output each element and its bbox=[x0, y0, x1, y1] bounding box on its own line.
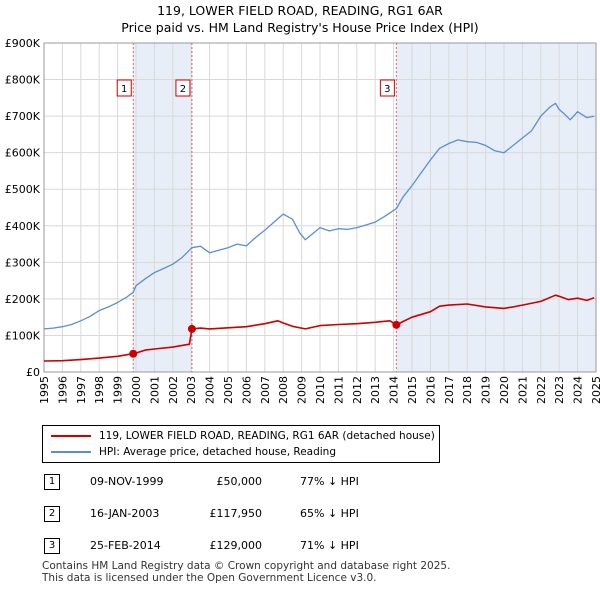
sale-hpi-diff: 71% ↓ HPI bbox=[300, 539, 359, 552]
x-tick-label: 2014 bbox=[388, 376, 401, 404]
footer-licence: This data is licensed under the Open Gov… bbox=[42, 572, 377, 584]
x-tick-label: 2004 bbox=[204, 376, 217, 404]
y-tick-label: £300K bbox=[5, 256, 41, 269]
x-tick-label: 2021 bbox=[516, 376, 529, 404]
sale-price: £129,000 bbox=[209, 539, 263, 552]
y-tick-label: £900K bbox=[5, 37, 41, 50]
x-tick-label: 2010 bbox=[314, 376, 327, 404]
series-line-property bbox=[43, 294, 595, 362]
x-tick-label: 2003 bbox=[185, 376, 198, 404]
sale-point bbox=[129, 349, 138, 358]
footer-copyright: Contains HM Land Registry data © Crown c… bbox=[42, 560, 451, 572]
sale-label-text: 1 bbox=[121, 84, 127, 95]
legend-item-hpi: HPI: Average price, detached house, Read… bbox=[51, 444, 336, 460]
legend: 119, LOWER FIELD ROAD, READING, RG1 6AR … bbox=[42, 425, 440, 463]
x-tick-label: 2020 bbox=[498, 376, 511, 404]
sale-label-frame bbox=[175, 79, 191, 97]
y-tick-label: £600K bbox=[5, 147, 41, 160]
sale-row: 3 25-FEB-2014 £129,000 71% ↓ HPI bbox=[42, 536, 462, 556]
x-tick-label: 1997 bbox=[75, 376, 88, 404]
sale-row: 2 16-JAN-2003 £117,950 65% ↓ HPI bbox=[42, 504, 462, 524]
plot-frame bbox=[43, 42, 597, 373]
sale-hpi-diff: 65% ↓ HPI bbox=[300, 507, 359, 520]
x-tick-label: 2024 bbox=[572, 376, 585, 404]
sale-date: 09-NOV-1999 bbox=[90, 475, 164, 488]
x-tick-label: 2017 bbox=[443, 376, 456, 404]
x-tick-label: 2012 bbox=[351, 376, 364, 404]
x-tick-label: 2025 bbox=[590, 376, 600, 404]
sale-point bbox=[187, 324, 196, 333]
y-tick-label: £500K bbox=[5, 183, 41, 196]
x-tick-label: 2009 bbox=[296, 376, 309, 404]
x-tick-label: 2001 bbox=[148, 376, 161, 404]
sale-price: £50,000 bbox=[216, 475, 263, 488]
x-tick-label: 2005 bbox=[222, 376, 235, 404]
y-tick-label: £400K bbox=[5, 220, 41, 233]
x-tick-label: 2018 bbox=[461, 376, 474, 404]
x-tick-label: 2007 bbox=[259, 376, 272, 404]
series-line-hpi bbox=[43, 102, 595, 330]
x-tick-label: 1995 bbox=[38, 376, 51, 404]
y-tick-label: £0 bbox=[26, 366, 40, 379]
x-tick-label: 2006 bbox=[240, 376, 253, 404]
y-tick-label: £200K bbox=[5, 293, 41, 306]
x-tick-label: 2013 bbox=[369, 376, 382, 404]
y-tick-label: £700K bbox=[5, 110, 41, 123]
sale-label-frame bbox=[116, 79, 132, 97]
x-tick-label: 2000 bbox=[130, 376, 143, 404]
sale-label-text: 3 bbox=[384, 84, 390, 95]
shaded-period bbox=[396, 43, 596, 372]
y-tick-label: £800K bbox=[5, 74, 41, 87]
sale-label-box: 2 bbox=[175, 79, 191, 97]
x-tick-label: 2008 bbox=[277, 376, 290, 404]
x-tick-label: 2023 bbox=[553, 376, 566, 404]
sale-point bbox=[392, 320, 401, 329]
x-tick-label: 2022 bbox=[535, 376, 548, 404]
x-tick-label: 2015 bbox=[406, 376, 419, 404]
sale-date: 16-JAN-2003 bbox=[90, 507, 160, 520]
x-tick-label: 1998 bbox=[93, 376, 106, 404]
sale-date: 25-FEB-2014 bbox=[90, 539, 161, 552]
chart-subtitle: Price paid vs. HM Land Registry's House … bbox=[121, 20, 479, 35]
sale-price: £117,950 bbox=[209, 507, 263, 520]
legend-label-hpi: HPI: Average price, detached house, Read… bbox=[99, 446, 336, 458]
shaded-period bbox=[133, 43, 192, 372]
y-tick-label: £100K bbox=[5, 329, 41, 342]
sale-label-frame bbox=[379, 79, 395, 97]
chart-title: 119, LOWER FIELD ROAD, READING, RG1 6AR bbox=[157, 3, 443, 18]
sale-hpi-diff: 77% ↓ HPI bbox=[300, 475, 359, 488]
x-tick-label: 2016 bbox=[424, 376, 437, 404]
x-tick-label: 1999 bbox=[112, 376, 125, 404]
legend-swatch-property bbox=[51, 435, 91, 437]
x-tick-label: 2002 bbox=[167, 376, 180, 404]
price-chart: 1 2 3 £0 £100K £200K £300K £400K £500K £600K £700K… bbox=[5, 37, 600, 404]
x-tick-label: 2011 bbox=[332, 376, 345, 404]
legend-label-property: 119, LOWER FIELD ROAD, READING, RG1 6AR … bbox=[99, 430, 435, 442]
sale-label-box: 3 bbox=[379, 79, 395, 97]
legend-item-property: 119, LOWER FIELD ROAD, READING, RG1 6AR … bbox=[51, 428, 435, 444]
sale-number-badge: 2 bbox=[44, 506, 60, 522]
sale-number-badge: 1 bbox=[44, 474, 60, 490]
sale-label-text: 2 bbox=[180, 84, 186, 95]
x-tick-label: 2019 bbox=[480, 376, 493, 404]
sale-label-box: 1 bbox=[116, 79, 132, 97]
legend-swatch-hpi bbox=[51, 451, 91, 453]
sale-number-badge: 3 bbox=[44, 538, 60, 554]
x-tick-label: 1996 bbox=[56, 376, 69, 404]
sale-row: 1 09-NOV-1999 £50,000 77% ↓ HPI bbox=[42, 472, 462, 492]
